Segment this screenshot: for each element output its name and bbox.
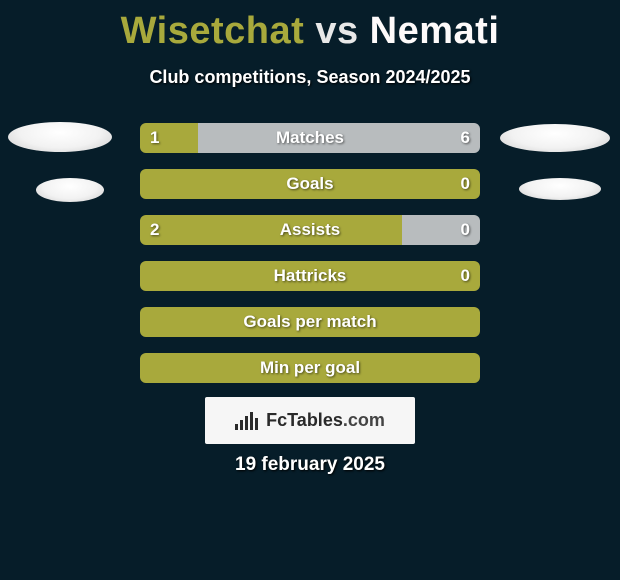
- stat-row: 20Assists: [140, 215, 480, 245]
- title-player2: Nemati: [370, 10, 500, 52]
- bar-segment-right: [402, 215, 480, 245]
- bar-segment-full: [140, 353, 480, 383]
- bar-segment-full: [140, 307, 480, 337]
- title-vs: vs: [315, 10, 358, 52]
- plate-mid-left: [36, 178, 104, 202]
- stat-row: 0Hattricks: [140, 261, 480, 291]
- fctables-badge: FcTables.com: [205, 397, 415, 444]
- badge-text: FcTables: [266, 410, 343, 430]
- stat-row: 16Matches: [140, 123, 480, 153]
- plate-top-right: [500, 124, 610, 152]
- title-player1: Wisetchat: [121, 10, 305, 52]
- bar-segment-full: [140, 169, 480, 199]
- date: 19 february 2025: [0, 454, 620, 476]
- subtitle: Club competitions, Season 2024/2025: [0, 67, 620, 88]
- bar-segment-right: [198, 123, 480, 153]
- bar-segment-full: [140, 261, 480, 291]
- stat-row: Goals per match: [140, 307, 480, 337]
- stat-rows: 16Matches 0Goals 20Assists 0Hattricks Goals …: [140, 123, 480, 399]
- bar-chart-icon: [235, 412, 258, 430]
- bar-segment-left: [140, 123, 198, 153]
- stat-row: 0Goals: [140, 169, 480, 199]
- bar-segment-left: [140, 215, 402, 245]
- plate-top-left: [8, 122, 112, 152]
- badge-suffix: .com: [343, 410, 385, 430]
- plate-mid-right: [519, 178, 601, 200]
- page-title: Wisetchat vs Nemati: [0, 0, 620, 53]
- stat-row: Min per goal: [140, 353, 480, 383]
